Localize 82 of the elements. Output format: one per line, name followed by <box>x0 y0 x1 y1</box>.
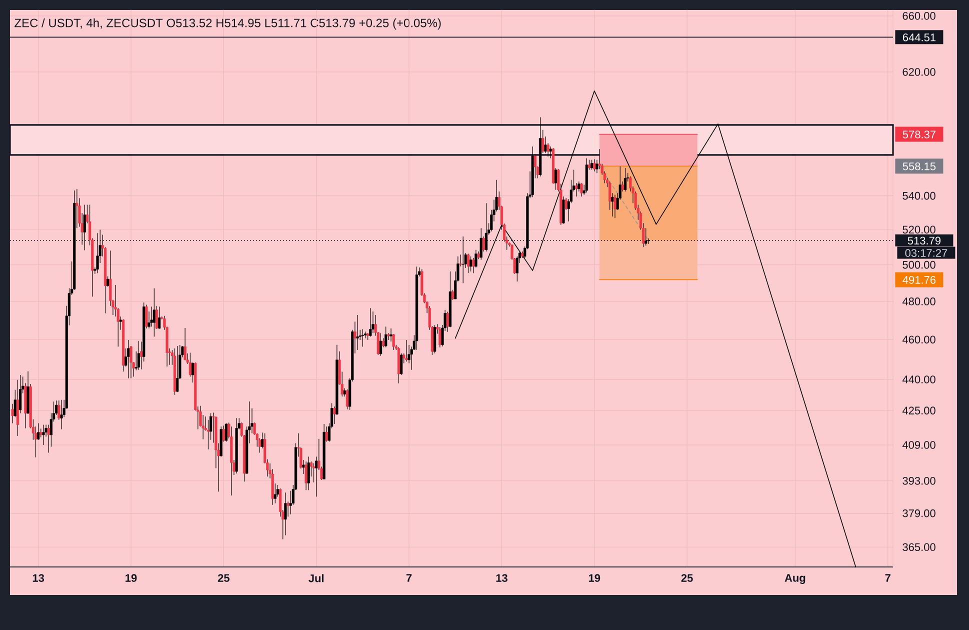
candlestick <box>562 196 565 224</box>
y-tick-label: 660.00 <box>902 12 936 20</box>
candlestick <box>390 328 392 342</box>
candlestick <box>206 420 210 450</box>
y-tick-label: 500.00 <box>902 260 936 269</box>
candlestick <box>315 456 318 497</box>
candlestick <box>462 236 464 284</box>
candlestick <box>361 329 364 347</box>
candlestick <box>379 332 382 356</box>
candlestick <box>42 424 45 446</box>
y-tick-label: 379.00 <box>902 509 936 518</box>
candlestick <box>260 432 264 449</box>
candlestick <box>593 158 596 172</box>
y-tick-label: 480.00 <box>902 298 936 306</box>
candlestick <box>544 136 547 154</box>
candlestick <box>60 400 63 430</box>
candlestick <box>158 306 161 330</box>
x-tick-label: Jul <box>308 574 324 582</box>
candlestick <box>11 404 14 424</box>
candlestick <box>307 456 310 490</box>
y-tick-label: 409.00 <box>902 441 936 449</box>
candlestick <box>438 326 442 348</box>
y-tick-label: 365.00 <box>902 543 936 552</box>
candlestick <box>176 346 179 392</box>
x-tick-label: 13 <box>496 574 508 582</box>
candlestick <box>137 340 140 370</box>
candlestick <box>184 328 186 361</box>
candlestick <box>470 256 472 272</box>
candlestick <box>312 463 316 483</box>
candlestick <box>549 146 552 159</box>
candlestick <box>405 340 408 362</box>
candlestick <box>400 353 403 376</box>
x-tick-label: 7 <box>885 574 890 582</box>
candlestick <box>96 232 99 274</box>
ref-line-label: 644.51 <box>902 34 936 42</box>
x-tick-label: Aug <box>784 574 806 584</box>
y-tick-label: 425.00 <box>902 406 936 414</box>
x-tick-label: 13 <box>32 574 44 582</box>
x-tick-label: 25 <box>218 574 230 582</box>
candlestick <box>191 362 194 383</box>
candlestick <box>611 192 614 217</box>
y-tick-label: 540.00 <box>902 192 936 200</box>
y-tick-label: 440.00 <box>902 376 936 384</box>
candlestick <box>575 182 578 197</box>
text: ZEC / USDT, 4h, ZECUSDT O513.52 H514.95 L511.71 C513.79 +0.25 (+0.05%) <box>14 18 441 30</box>
candlestick <box>274 483 276 504</box>
candlestick <box>150 306 153 327</box>
candlestick <box>119 316 122 330</box>
candlestick <box>624 168 627 192</box>
y-tick-label: 460.00 <box>902 336 936 344</box>
candlestick <box>224 422 228 442</box>
y-tick-label: 578.37 <box>902 130 936 138</box>
candlestick <box>614 194 616 218</box>
candlestick <box>384 326 388 348</box>
text: 03:17:27 <box>905 249 948 257</box>
x-tick-label: 19 <box>126 574 137 582</box>
candlestick <box>369 308 372 337</box>
ref-line-label: 513.79 <box>908 236 941 245</box>
y-tick-label: 620.00 <box>902 68 936 76</box>
candlestick <box>372 311 374 334</box>
y-tick-label: 491.76 <box>902 276 936 284</box>
candlestick <box>284 492 287 536</box>
candlestick <box>127 340 130 378</box>
x-tick-label: 25 <box>681 574 693 582</box>
candlestick <box>484 202 488 252</box>
candlestick <box>644 228 648 246</box>
x-tick-label: 7 <box>406 574 412 582</box>
candlestick <box>554 168 558 190</box>
candlestick <box>472 258 475 274</box>
y-tick-label: 558.15 <box>902 162 936 170</box>
x-tick-label: 19 <box>588 574 600 582</box>
candlestick <box>83 204 86 251</box>
y-tick-label: 520.00 <box>902 226 936 234</box>
candlestick <box>580 182 583 197</box>
candlestick <box>152 288 156 337</box>
candlestick <box>466 253 470 274</box>
candlestick <box>480 228 482 260</box>
y-tick-label: 393.00 <box>902 476 936 485</box>
candlestick <box>106 276 110 287</box>
candlestick <box>356 314 359 350</box>
candlestick <box>304 461 308 490</box>
candlestick <box>590 160 594 170</box>
